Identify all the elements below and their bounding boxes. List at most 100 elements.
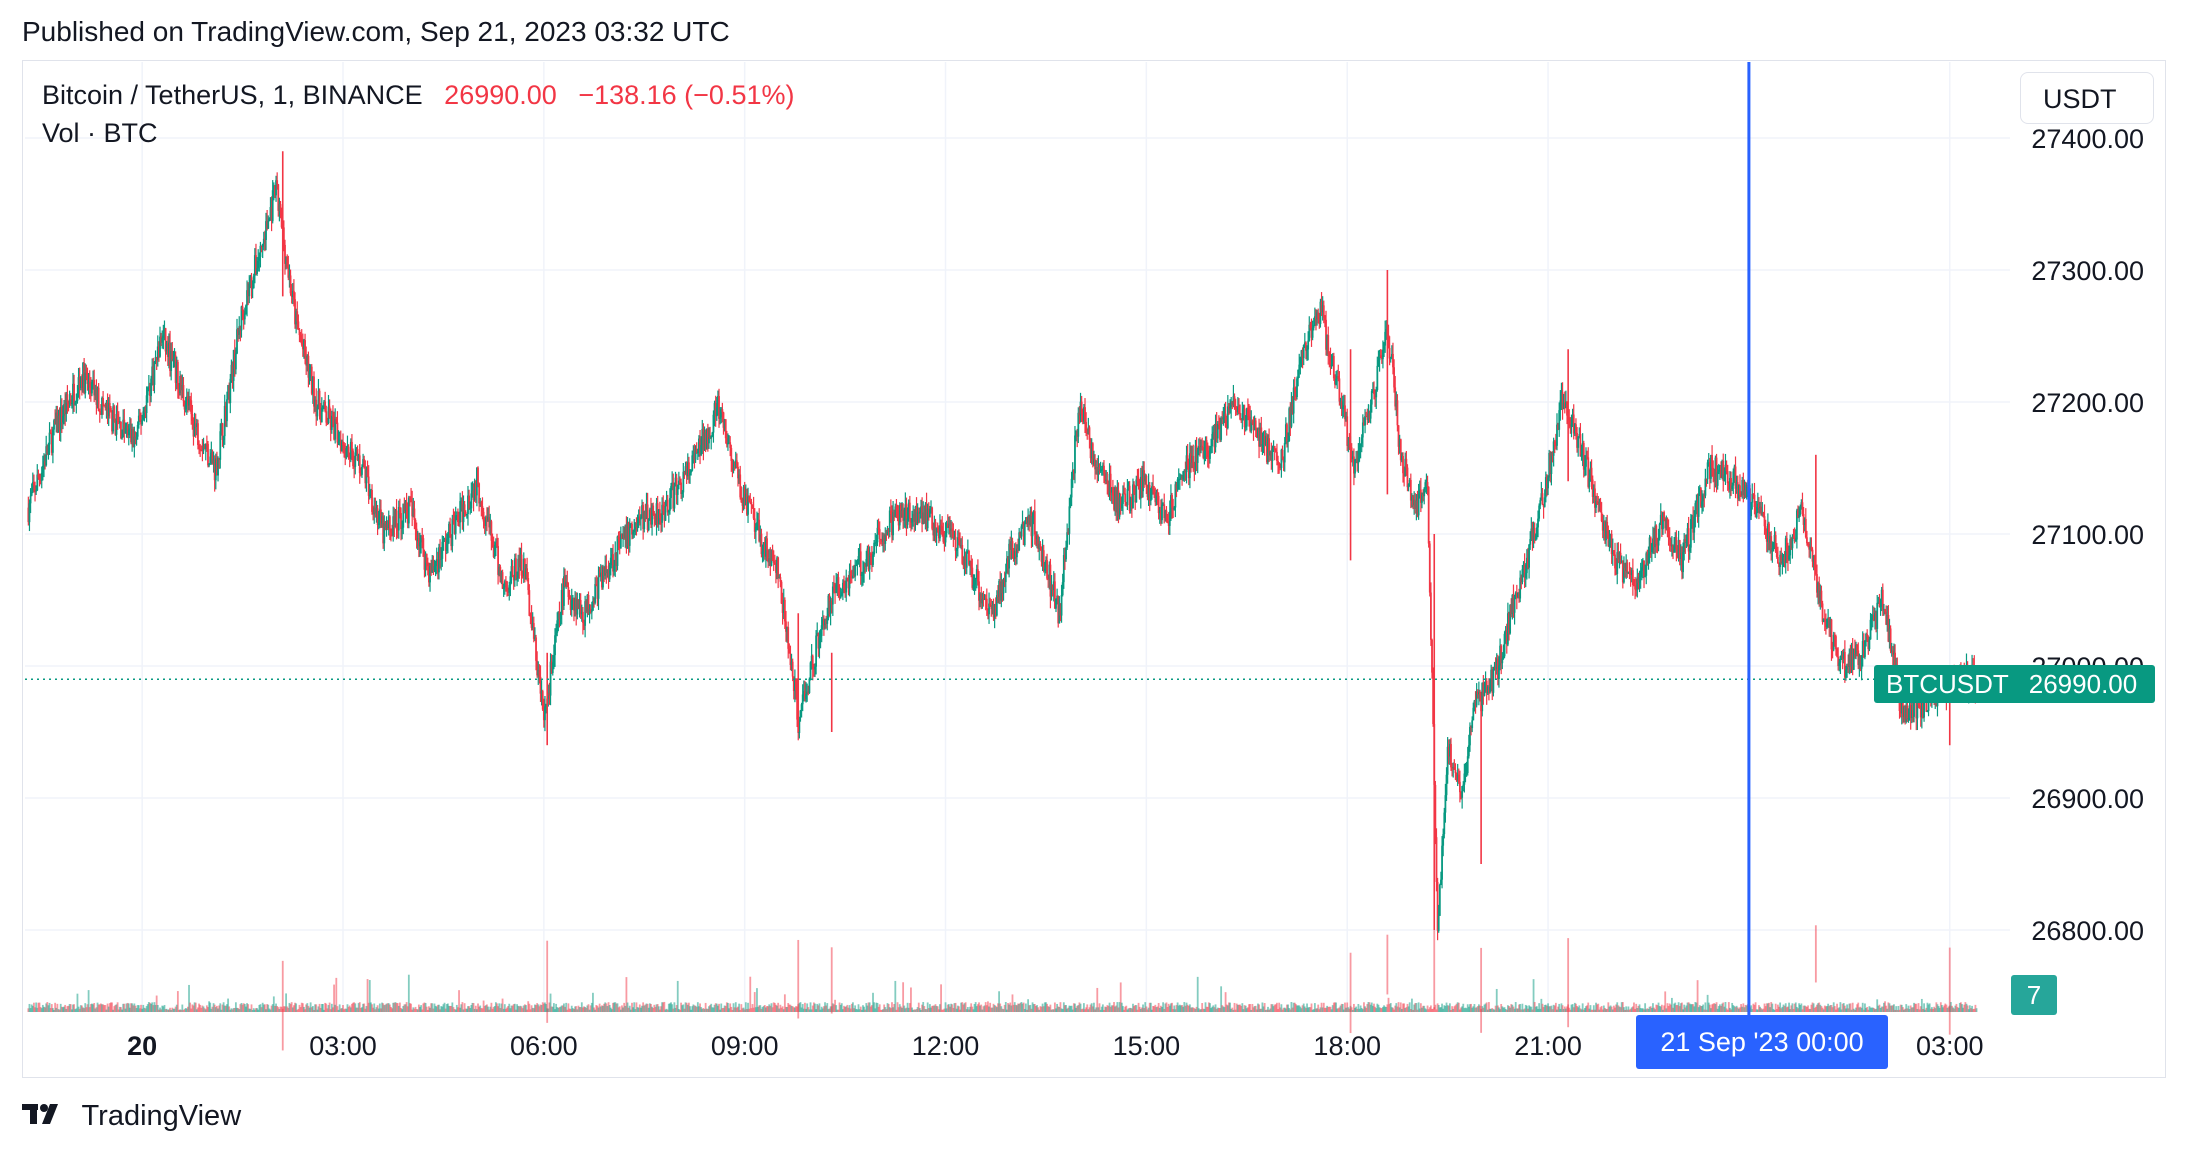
volume-bar xyxy=(1200,1009,1202,1012)
candle-body xyxy=(183,401,186,410)
volume-bar xyxy=(1620,1002,1623,1012)
volume-bar xyxy=(506,1007,508,1012)
volume-bar xyxy=(330,1003,333,1012)
volume-bar xyxy=(1031,1002,1034,1012)
volume-bar xyxy=(1224,992,1227,1012)
candle-body xyxy=(1360,437,1363,444)
volume-bar xyxy=(1682,1009,1684,1012)
volume-bar xyxy=(997,1003,999,1012)
volume-bar xyxy=(621,1005,623,1012)
candle-body xyxy=(1366,416,1369,420)
candle-body xyxy=(958,537,960,540)
candle-body xyxy=(1357,450,1360,464)
volume-bar xyxy=(1832,1002,1835,1012)
volume-bar xyxy=(464,1008,467,1012)
volume-bar xyxy=(1572,1007,1575,1012)
candle-body xyxy=(1817,583,1819,593)
candle-body xyxy=(581,611,584,623)
volume-bar xyxy=(604,1002,607,1012)
volume-bar xyxy=(1592,1005,1595,1012)
candle-body xyxy=(399,506,401,514)
candle-body xyxy=(1348,444,1351,448)
volume-bar xyxy=(1629,1008,1632,1012)
candle-body xyxy=(308,371,311,378)
candle-body xyxy=(935,527,938,536)
candle-body xyxy=(469,508,472,510)
candle-body xyxy=(85,372,88,374)
volume-bar xyxy=(1657,1002,1660,1012)
volume-bar xyxy=(1510,1004,1513,1012)
candle-body xyxy=(1658,523,1661,539)
candle-body xyxy=(239,326,242,331)
volume-bar xyxy=(271,1004,274,1012)
volume-bar xyxy=(529,1009,532,1012)
volume-bar xyxy=(1481,1006,1484,1012)
candle-body xyxy=(713,403,716,415)
chart-frame[interactable] xyxy=(22,60,2166,1078)
volume-bar xyxy=(1074,1003,1076,1012)
volume-bar xyxy=(446,1003,449,1012)
candle-body xyxy=(721,409,724,413)
volume-bar xyxy=(1508,1006,1510,1012)
candle-body xyxy=(511,566,514,578)
candle-body xyxy=(502,587,505,589)
volume-bar xyxy=(974,1002,977,1012)
candle-body xyxy=(1001,582,1004,594)
volume-bar xyxy=(1366,1004,1369,1012)
candle-body xyxy=(279,204,282,212)
volume-bar xyxy=(873,1002,876,1012)
volume-bar xyxy=(70,1009,73,1012)
volume-bar xyxy=(1386,1004,1389,1012)
volume-bar xyxy=(208,1001,211,1012)
candle-body xyxy=(894,506,897,517)
volume-bar xyxy=(1766,1003,1769,1012)
candle-body xyxy=(1008,543,1011,569)
candle-body xyxy=(1484,681,1487,693)
volume-bar xyxy=(1355,1006,1358,1012)
volume-bar xyxy=(626,1002,629,1012)
candle-body xyxy=(1258,428,1260,447)
candle-body xyxy=(1505,629,1508,645)
candle-body xyxy=(490,521,493,541)
volume-bar xyxy=(1077,1005,1080,1012)
candle-body xyxy=(641,505,643,518)
volume-bar xyxy=(1520,1009,1523,1012)
volume-bar xyxy=(741,1008,744,1012)
candle-body xyxy=(1419,489,1422,503)
volume-bar xyxy=(647,1007,650,1012)
volume-bar xyxy=(536,1003,539,1012)
volume-bar xyxy=(1430,1005,1432,1012)
candle-body xyxy=(1068,506,1071,534)
candle-body xyxy=(213,459,216,481)
candle-body xyxy=(1549,453,1552,475)
volume-bar xyxy=(214,1007,217,1012)
volume-bar xyxy=(1084,1009,1086,1012)
candle-body xyxy=(1759,506,1761,509)
candle-body xyxy=(1135,479,1138,503)
candle-body xyxy=(65,394,68,415)
candle-body xyxy=(1014,551,1017,558)
candle-body xyxy=(1691,516,1693,520)
candle-body xyxy=(1648,537,1651,555)
candle-body xyxy=(1683,539,1686,553)
volume-bar xyxy=(541,1002,544,1012)
candle-body xyxy=(573,598,575,611)
volume-bar xyxy=(776,1005,778,1012)
volume-bar xyxy=(443,1002,446,1012)
candle-body xyxy=(136,424,139,437)
volume-bar xyxy=(1350,1007,1353,1012)
volume-bar xyxy=(1700,1006,1702,1012)
volume-bar xyxy=(1604,1007,1606,1012)
candle-body xyxy=(891,514,893,536)
volume-bar xyxy=(105,1009,108,1012)
volume-bar xyxy=(1498,1007,1500,1012)
candle-body xyxy=(804,691,806,699)
volume-bar xyxy=(279,1006,282,1012)
candle-body xyxy=(58,415,61,431)
volume-bar xyxy=(1838,1007,1841,1012)
candle-body xyxy=(681,492,684,494)
volume-bar xyxy=(834,999,836,1012)
volume-bar xyxy=(297,1008,300,1012)
candle-body xyxy=(355,448,358,453)
